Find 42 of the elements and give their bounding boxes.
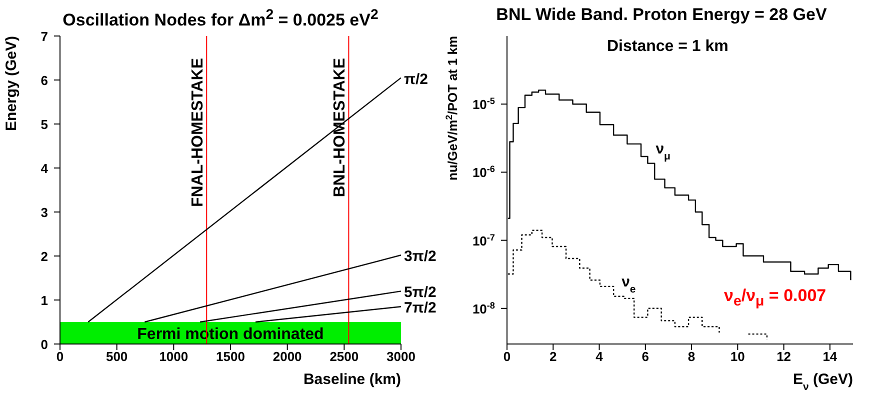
x-tick-label: 4 (596, 349, 604, 364)
x-tick-label: 8 (688, 349, 696, 364)
x-tick-label: 12 (776, 349, 792, 364)
y-tick-label: 2 (40, 249, 48, 264)
y-axis-title: Energy (GeV) (3, 36, 20, 132)
series-label: 5π/2 (404, 284, 436, 302)
ref-line-label: FNAL-HOMESTAKE (190, 58, 207, 208)
y-tick-label: 3 (40, 205, 48, 220)
annotation: Distance = 1 km (607, 38, 728, 56)
chart-title: BNL Wide Band. Proton Energy = 28 GeV (495, 4, 828, 26)
y-tick-label: 4 (40, 161, 49, 176)
y-tick-label: 10$^{-5}$ (472, 96, 495, 112)
x-tick-label: 3000 (386, 349, 416, 364)
ref-line-label: BNL-HOMESTAKE (332, 58, 349, 198)
series-label: ν$_{μ}$ (656, 140, 670, 162)
series-label: 3π/2 (404, 248, 436, 266)
x-tick-label: 1000 (159, 349, 188, 364)
x-tick-label: 0 (56, 349, 64, 364)
series-label: π/2 (404, 70, 428, 88)
y-tick-label: 10$^{-6}$ (472, 164, 495, 180)
y-tick-label: 7 (40, 29, 48, 44)
y-tick-label: 6 (40, 73, 48, 88)
y-tick-label: 5 (40, 117, 48, 132)
x-tick-label: 10 (730, 349, 745, 364)
x-tick-label: 1500 (216, 349, 245, 364)
y-tick-label: 10$^{-7}$ (472, 232, 495, 248)
chart-title: Oscillation Nodes for Δm$^{2}$ = 0.0025 eV$^{2}$ (62, 6, 380, 30)
y-tick-label: 0 (40, 337, 48, 352)
x-axis-title: E$_{ν}$ (GeV) (792, 371, 853, 393)
x-tick-label: 14 (822, 349, 838, 364)
x-tick-label: 6 (642, 349, 650, 364)
annotation: ν$_{e}$/ν$_{μ}$ = 0.007 (724, 286, 826, 310)
series-label: 7π/2 (404, 300, 436, 317)
x-axis-title: Baseline (km) (303, 371, 401, 388)
x-tick-label: 2500 (330, 349, 359, 364)
x-tick-label: 2 (550, 349, 557, 364)
y-tick-label: 1 (40, 293, 48, 308)
x-tick-label: 2000 (272, 349, 302, 364)
x-tick-label: 500 (106, 349, 128, 364)
x-tick-label: 0 (503, 349, 511, 364)
series-label: ν$_{e}$ (622, 273, 636, 296)
y-tick-label: 10$^{-8}$ (472, 300, 495, 316)
